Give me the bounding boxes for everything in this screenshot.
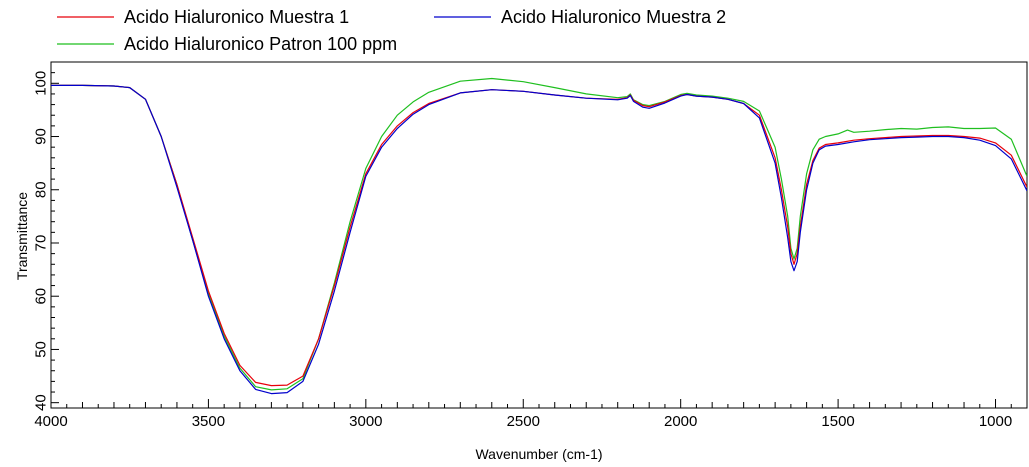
y-tick-label: 90 bbox=[33, 128, 50, 145]
legend-label-3: Acido Hialuronico Patron 100 ppm bbox=[124, 34, 397, 54]
y-axis-label: Transmittance bbox=[14, 192, 30, 280]
x-tick-label: 2500 bbox=[507, 413, 540, 430]
series-line-1 bbox=[51, 84, 1027, 387]
y-tick-label: 80 bbox=[33, 181, 50, 198]
y-tick-label: 40 bbox=[33, 394, 50, 411]
x-axis-label: Wavenumber (cm-1) bbox=[475, 446, 602, 462]
y-tick-label: 70 bbox=[33, 235, 50, 252]
legend-label-2: Acido Hialuronico Muestra 2 bbox=[501, 7, 726, 27]
x-tick-label: 3000 bbox=[349, 413, 382, 430]
plot-frame bbox=[50, 61, 1028, 409]
legend: Acido Hialuronico Muestra 1 Acido Hialuro… bbox=[57, 7, 726, 54]
y-tick-label: 100 bbox=[33, 71, 50, 96]
x-tick-label: 4000 bbox=[34, 413, 67, 430]
x-tick-label: 1000 bbox=[979, 413, 1012, 430]
legend-label-1: Acido Hialuronico Muestra 1 bbox=[124, 7, 349, 27]
series-line-3 bbox=[51, 77, 1027, 391]
series-line-2 bbox=[51, 84, 1027, 395]
y-tick-label: 50 bbox=[33, 341, 50, 358]
x-axis: 4000 3500 3000 2500 2000 1500 1000 bbox=[34, 399, 1028, 430]
y-axis: 40 50 60 70 80 90 100 bbox=[33, 61, 59, 411]
x-tick-label: 2000 bbox=[664, 413, 697, 430]
plot-area bbox=[50, 61, 1028, 409]
y-tick-label: 60 bbox=[33, 288, 50, 305]
x-tick-label: 3500 bbox=[192, 413, 225, 430]
series-layer bbox=[51, 77, 1027, 395]
x-tick-label: 1500 bbox=[821, 413, 854, 430]
